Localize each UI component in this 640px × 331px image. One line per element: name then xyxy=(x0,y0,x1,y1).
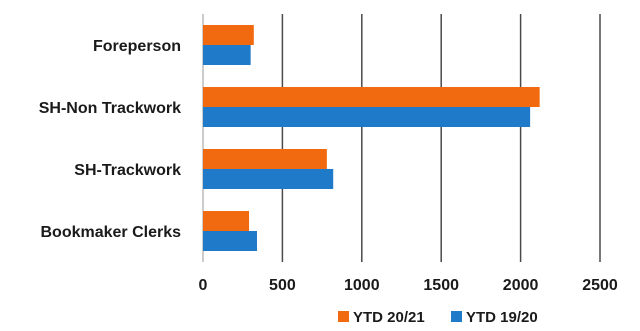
x-tick-label: 1500 xyxy=(423,277,459,294)
category-label: Foreperson xyxy=(93,38,181,55)
bar-ytd-20-21 xyxy=(203,211,250,231)
category-label: SH-Trackwork xyxy=(74,162,181,179)
legend-swatch-ytd-20-21 xyxy=(338,311,349,322)
legend-label: YTD 19/20 xyxy=(466,309,538,326)
bar-ytd-19-20 xyxy=(203,231,257,251)
x-tick-label: 2500 xyxy=(582,277,618,294)
bar-ytd-19-20 xyxy=(203,107,531,127)
legend-label: YTD 20/21 xyxy=(353,309,425,326)
bar-ytd-19-20 xyxy=(203,169,334,189)
category-label: Bookmaker Clerks xyxy=(40,224,181,241)
bar-ytd-19-20 xyxy=(203,45,251,65)
bar-ytd-20-21 xyxy=(203,149,327,169)
bar-ytd-20-21 xyxy=(203,87,540,107)
category-label: SH-Non Trackwork xyxy=(39,100,181,117)
x-tick-label: 0 xyxy=(199,277,208,294)
x-tick-label: 1000 xyxy=(344,277,380,294)
x-tick-label: 500 xyxy=(269,277,296,294)
x-tick-label: 2000 xyxy=(503,277,539,294)
bar-ytd-20-21 xyxy=(203,25,254,45)
legend-swatch-ytd-19-20 xyxy=(451,311,462,322)
